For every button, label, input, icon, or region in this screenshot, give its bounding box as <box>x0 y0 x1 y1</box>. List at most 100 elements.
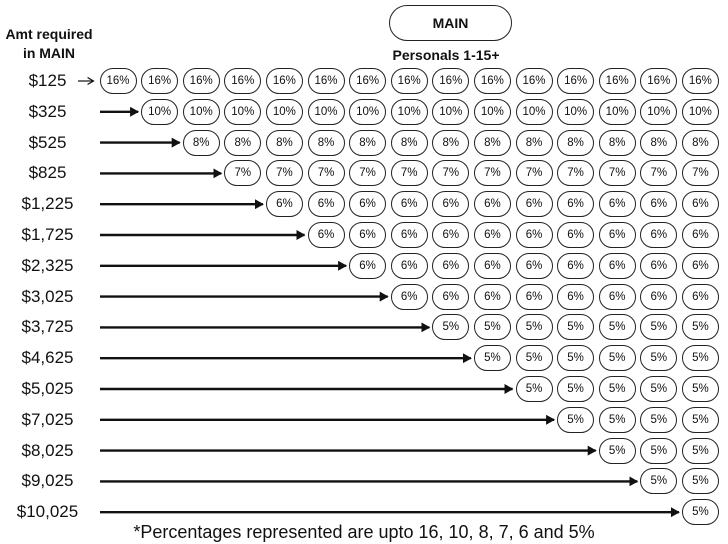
percentage-pill: 8% <box>182 129 220 156</box>
percentage-pill: 16% <box>265 68 303 94</box>
percentage-pill: 6% <box>640 283 678 310</box>
percentage-pill: 5% <box>598 314 636 341</box>
percentage-pill: 10% <box>640 98 678 125</box>
amount-label: $5,025 <box>21 379 74 398</box>
percentage-pill: 16% <box>598 68 636 94</box>
percentage-pill: 5% <box>598 437 636 464</box>
percentage-pill: 6% <box>432 191 470 218</box>
amount-label: $1,225 <box>21 194 74 214</box>
percentage-pill: 6% <box>515 222 553 248</box>
percentage-pill: 8% <box>598 129 636 156</box>
percentage-pill: 8% <box>265 129 303 156</box>
percentage-pill: 16% <box>182 68 220 94</box>
percentage-pill: 5% <box>681 314 719 341</box>
percentage-pill: 6% <box>473 191 511 218</box>
percentage-pill: 7% <box>557 160 595 187</box>
percentage-pill: 5% <box>640 314 678 341</box>
personals-label: Personals 1-15+ <box>392 47 500 63</box>
percentage-pill: 6% <box>515 283 553 310</box>
amount-label: $525 <box>28 132 67 152</box>
amount-label: $325 <box>28 101 67 121</box>
percentage-pill: 10% <box>141 98 179 125</box>
percentage-pill: 16% <box>349 68 387 94</box>
percentage-pill: 10% <box>224 98 262 125</box>
percentage-pill: 16% <box>515 68 553 94</box>
percentage-pill: 5% <box>515 376 553 402</box>
percentage-pill: 6% <box>557 222 595 248</box>
percentage-pill: 8% <box>681 129 719 156</box>
percentage-pill: 5% <box>640 468 678 495</box>
percentage-pill: 10% <box>349 98 387 125</box>
percentage-pill: 5% <box>640 345 678 372</box>
percentage-pill: 6% <box>515 191 553 218</box>
percentage-pill: 10% <box>557 98 595 125</box>
amount-label: $3,725 <box>21 317 74 337</box>
percentage-pill: 16% <box>681 68 719 94</box>
percentage-pill: 5% <box>598 406 636 433</box>
percentage-pill: 5% <box>557 345 595 372</box>
percentage-pill: 6% <box>265 191 303 218</box>
amount-label: $7,025 <box>21 409 74 429</box>
percentage-pill: 10% <box>473 98 511 125</box>
percentage-pill: 6% <box>640 252 678 279</box>
percentage-pill: 6% <box>432 222 470 248</box>
percentage-pill: 5% <box>681 437 719 464</box>
amount-label: $10,025 <box>16 502 79 522</box>
percentage-pill: 7% <box>432 160 470 187</box>
percentage-pill: 8% <box>432 129 470 156</box>
percentage-pill: 6% <box>640 191 678 218</box>
percentage-pill: 7% <box>224 160 262 187</box>
percentage-pill: 10% <box>432 98 470 125</box>
percentage-pill: 5% <box>432 314 470 341</box>
percentage-pill: 5% <box>557 406 595 433</box>
percentage-pill: 6% <box>681 222 719 248</box>
percentage-pill: 5% <box>557 314 595 341</box>
percentage-pill: 6% <box>349 222 387 248</box>
percentage-pill: 8% <box>473 129 511 156</box>
percentage-pill: 5% <box>681 406 719 433</box>
percentage-pill: 8% <box>557 129 595 156</box>
percentage-pill: 16% <box>390 68 428 94</box>
percentage-pill: 5% <box>473 314 511 341</box>
percentage-pill: 5% <box>515 314 553 341</box>
percentage-pill: 5% <box>640 406 678 433</box>
percentage-pill: 10% <box>182 98 220 125</box>
percentage-pill: 6% <box>473 252 511 279</box>
percentage-pill: 8% <box>390 129 428 156</box>
percentage-pill: 5% <box>681 499 719 526</box>
amount-label: $125 <box>28 71 67 90</box>
percentage-pill: 6% <box>390 191 428 218</box>
percentage-pill: 16% <box>557 68 595 94</box>
percentage-pill: 6% <box>432 283 470 310</box>
percentage-pill: 8% <box>224 129 262 156</box>
amt-required-header: Amt required in MAIN <box>5 26 93 61</box>
percentage-pill: 7% <box>681 160 719 187</box>
percentage-pill: 6% <box>473 283 511 310</box>
percentage-pill: 5% <box>598 376 636 402</box>
amount-label: $9,025 <box>21 471 74 491</box>
percentage-pill: 6% <box>432 252 470 279</box>
percentage-pill: 7% <box>349 160 387 187</box>
percentage-pill: 6% <box>307 222 345 248</box>
percentage-pill: 6% <box>390 283 428 310</box>
percentage-pill: 7% <box>265 160 303 187</box>
percentage-pill: 7% <box>390 160 428 187</box>
percentage-pill: 5% <box>598 345 636 372</box>
percentage-pill: 16% <box>224 68 262 94</box>
percentage-pill: 6% <box>640 222 678 248</box>
percentage-pill: 16% <box>640 68 678 94</box>
percentage-pill: 7% <box>640 160 678 187</box>
percentage-pill: 7% <box>307 160 345 187</box>
percentage-pill: 5% <box>640 437 678 464</box>
percentage-pill: 10% <box>515 98 553 125</box>
percentage-pill: 6% <box>307 191 345 218</box>
percentage-pill: 6% <box>557 191 595 218</box>
percentage-pill: 10% <box>681 98 719 125</box>
percentage-pill: 6% <box>349 191 387 218</box>
percentage-pill: 16% <box>432 68 470 94</box>
percentage-pill: 5% <box>557 376 595 402</box>
percentage-pill: 16% <box>99 68 137 94</box>
percentage-pill: 6% <box>557 252 595 279</box>
percentage-pill: 5% <box>473 345 511 372</box>
